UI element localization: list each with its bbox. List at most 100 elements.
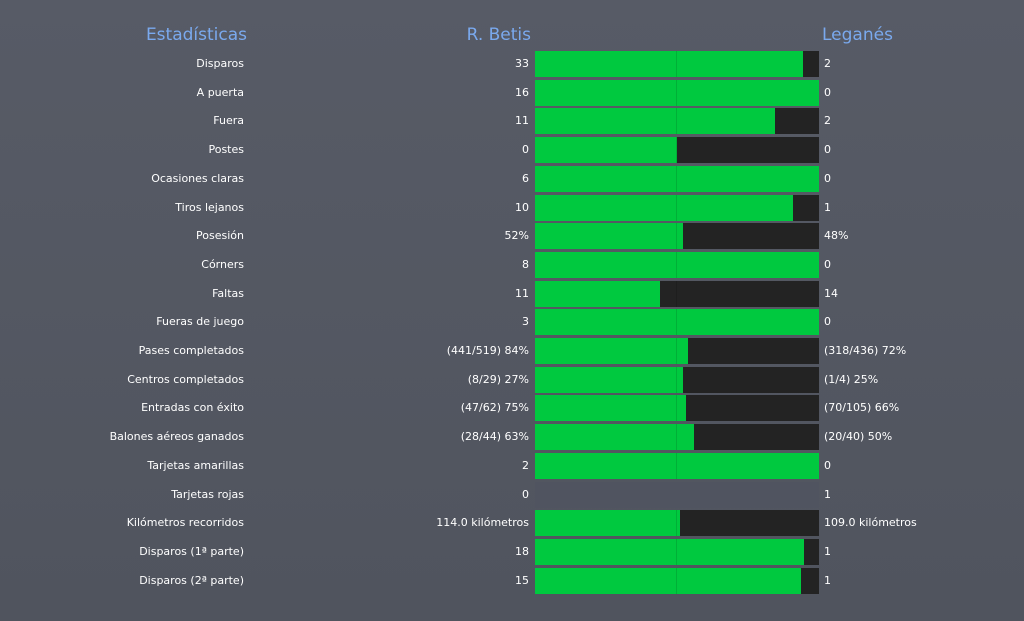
comparison-bar (535, 395, 819, 422)
away-value: 0 (824, 315, 831, 329)
home-bar-fill (535, 366, 683, 393)
comparison-bar (535, 452, 819, 479)
stat-row: Disparos 33 2 (0, 50, 1024, 78)
away-value: 0 (824, 257, 831, 271)
away-value: 0 (824, 171, 831, 185)
bar-midline (676, 79, 677, 106)
away-value: 109.0 kilómetros (824, 516, 917, 530)
home-bar-fill (535, 165, 819, 192)
stat-label: Pases completados (138, 344, 244, 357)
away-value: 2 (824, 114, 831, 128)
away-value: 0 (824, 143, 831, 157)
stat-label: A puerta (196, 85, 244, 99)
bar-midline (676, 510, 677, 537)
comparison-bar (535, 481, 819, 508)
home-value: 11 (515, 286, 529, 300)
away-value: 14 (824, 286, 838, 300)
home-value: (28/44) 63% (460, 430, 529, 444)
bar-midline (676, 137, 677, 164)
stat-label: Faltas (212, 286, 244, 300)
home-value: 16 (515, 85, 529, 99)
comparison-bar (535, 251, 819, 278)
stat-label: Kilómetros recorridos (126, 516, 244, 530)
away-value: 1 (824, 573, 831, 587)
comparison-bar (535, 567, 819, 594)
bar-midline (676, 251, 677, 278)
comparison-bar (535, 366, 819, 393)
bar-midline (676, 108, 677, 135)
home-value: 0 (522, 487, 529, 501)
home-team-heading: R. Betis (466, 25, 531, 45)
away-value: 1 (824, 487, 831, 501)
stat-row: Postes 0 0 (0, 136, 1024, 164)
stat-label: Centros completados (127, 372, 244, 386)
home-bar-fill (535, 424, 694, 451)
home-bar-fill (535, 538, 804, 565)
comparison-bar (535, 165, 819, 192)
bar-midline (676, 51, 677, 77)
stat-label: Ocasiones claras (151, 171, 244, 185)
home-bar-fill (535, 452, 819, 479)
comparison-bar (535, 108, 819, 135)
stat-row: Entradas con éxito (47/62) 75% (70/105) 66… (0, 394, 1024, 422)
comparison-bar (535, 137, 819, 164)
stat-row: Ocasiones claras 6 0 (0, 165, 1024, 193)
away-value: 2 (824, 57, 831, 70)
home-value: 18 (515, 544, 529, 558)
home-bar-fill (535, 194, 793, 221)
away-value: 0 (824, 458, 831, 472)
stat-row: Disparos (1ª parte) 18 1 (0, 538, 1024, 566)
home-bar-fill (535, 309, 819, 336)
home-value: (441/519) 84% (446, 344, 529, 357)
home-bar-fill (535, 137, 677, 164)
home-value: 2 (522, 458, 529, 472)
bar-midline (676, 452, 677, 479)
stat-row: Tarjetas rojas 0 1 (0, 481, 1024, 509)
stat-label: Disparos (2ª parte) (139, 573, 244, 587)
stat-row: A puerta 16 0 (0, 79, 1024, 107)
stat-label: Disparos (1ª parte) (139, 544, 244, 558)
home-bar-fill (535, 510, 680, 537)
bar-midline (676, 538, 677, 565)
away-value: (70/105) 66% (824, 401, 900, 415)
stat-label: Córners (201, 257, 244, 271)
home-bar-fill (535, 79, 819, 106)
away-value: (20/40) 50% (824, 430, 893, 444)
stat-label: Fuera (213, 114, 244, 128)
comparison-bar (535, 79, 819, 106)
away-value: 0 (824, 85, 831, 99)
home-value: 11 (515, 114, 529, 128)
comparison-bar (535, 424, 819, 451)
home-bar-fill (535, 280, 660, 307)
home-bar-fill (535, 51, 803, 77)
home-value: 114.0 kilómetros (436, 516, 529, 530)
home-value: (47/62) 75% (460, 401, 529, 415)
home-value: 3 (522, 315, 529, 329)
home-value: 0 (522, 143, 529, 157)
bar-midline (676, 194, 677, 221)
stat-row: Tarjetas amarillas 2 0 (0, 452, 1024, 480)
home-bar-fill (535, 223, 683, 250)
comparison-bar (535, 309, 819, 336)
home-bar-fill (535, 108, 775, 135)
comparison-bar (535, 510, 819, 537)
comparison-bar (535, 223, 819, 250)
comparison-bar (535, 280, 819, 307)
stat-row: Balones aéreos ganados (28/44) 63% (20/40)… (0, 423, 1024, 451)
stat-row: Tiros lejanos 10 1 (0, 194, 1024, 222)
home-bar-fill (535, 338, 688, 364)
stat-row: Fueras de juego 3 0 (0, 308, 1024, 336)
stat-label: Tiros lejanos (175, 200, 244, 214)
away-value: 1 (824, 200, 831, 214)
home-value: 8 (522, 257, 529, 271)
stat-row: Faltas 11 14 (0, 280, 1024, 308)
home-bar-fill (535, 567, 801, 594)
stat-label: Balones aéreos ganados (109, 430, 244, 444)
stat-label: Tarjetas rojas (171, 487, 244, 501)
comparison-bar (535, 338, 819, 364)
home-value: 52% (504, 229, 529, 243)
bar-midline (676, 338, 677, 364)
home-value: 6 (522, 171, 529, 185)
stat-row: Fuera 11 2 (0, 107, 1024, 135)
